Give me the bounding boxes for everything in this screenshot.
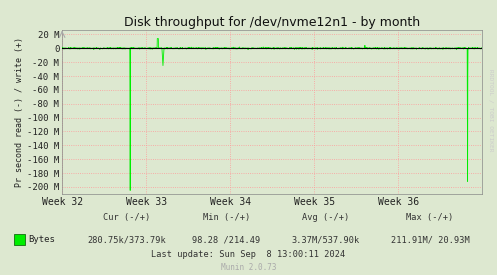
- Text: 98.28 /214.49: 98.28 /214.49: [192, 235, 260, 244]
- Text: 211.91M/ 20.93M: 211.91M/ 20.93M: [391, 235, 469, 244]
- Text: Bytes: Bytes: [28, 235, 55, 244]
- Text: Max (-/+): Max (-/+): [406, 213, 454, 222]
- Text: RRDTOOL / TOBI OETIKER: RRDTOOL / TOBI OETIKER: [489, 69, 494, 151]
- Y-axis label: Pr second read (-) / write (+): Pr second read (-) / write (+): [15, 37, 24, 187]
- Text: Min (-/+): Min (-/+): [202, 213, 250, 222]
- Text: Cur (-/+): Cur (-/+): [103, 213, 151, 222]
- Text: 3.37M/537.90k: 3.37M/537.90k: [291, 235, 360, 244]
- Title: Disk throughput for /dev/nvme12n1 - by month: Disk throughput for /dev/nvme12n1 - by m…: [124, 16, 420, 29]
- Text: Munin 2.0.73: Munin 2.0.73: [221, 263, 276, 272]
- Text: Last update: Sun Sep  8 13:00:11 2024: Last update: Sun Sep 8 13:00:11 2024: [152, 250, 345, 259]
- Text: 280.75k/373.79k: 280.75k/373.79k: [87, 235, 166, 244]
- Text: Avg (-/+): Avg (-/+): [302, 213, 349, 222]
